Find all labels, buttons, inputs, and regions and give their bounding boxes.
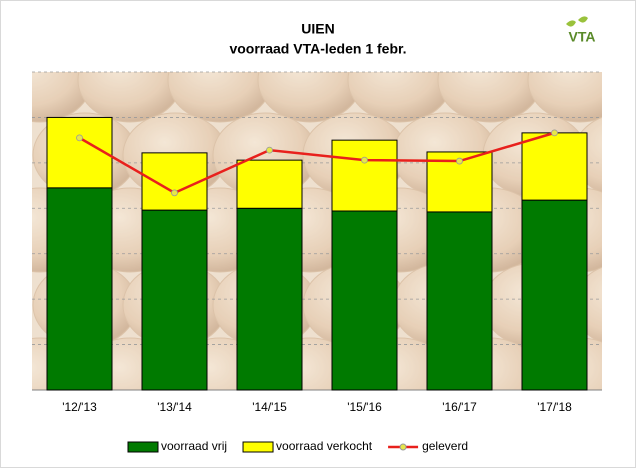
chart-subtitle: voorraad VTA-leden 1 febr. (229, 41, 406, 57)
legend-swatch (242, 441, 274, 453)
bar (521, 199, 588, 391)
bar (331, 210, 398, 391)
legend-swatch (127, 441, 159, 453)
line-marker (171, 189, 178, 197)
photo-veil (32, 72, 602, 390)
line-marker (456, 157, 463, 165)
bar (46, 116, 113, 189)
onion-shape (527, 72, 602, 123)
x-tick-label: '13/'14 (157, 400, 192, 414)
x-tick-label: '17/'18 (537, 400, 572, 414)
legend-label: geleverd (422, 439, 468, 453)
x-tick-label: '14/'15 (252, 400, 287, 414)
logo: VTA (566, 16, 596, 45)
bar (521, 132, 588, 201)
chart-title: UIEN (301, 21, 334, 37)
bar (236, 207, 303, 391)
line (78, 131, 555, 195)
legend-label: voorraad vrij (161, 439, 227, 453)
line-marker (266, 146, 273, 154)
line-marker (551, 129, 558, 137)
bar (331, 139, 398, 212)
legend-label: voorraad verkocht (276, 439, 373, 453)
x-tick-label: '16/'17 (442, 400, 477, 414)
line-marker (76, 134, 83, 142)
x-tick-label: '15/'16 (347, 400, 382, 414)
bar (46, 187, 113, 391)
logo-text: VTA (569, 29, 596, 45)
legend-swatch (399, 443, 407, 451)
x-tick-label: '12/'13 (62, 400, 97, 414)
bar (141, 209, 208, 391)
line-marker (361, 156, 368, 164)
bar (236, 159, 303, 209)
bar (426, 211, 493, 391)
